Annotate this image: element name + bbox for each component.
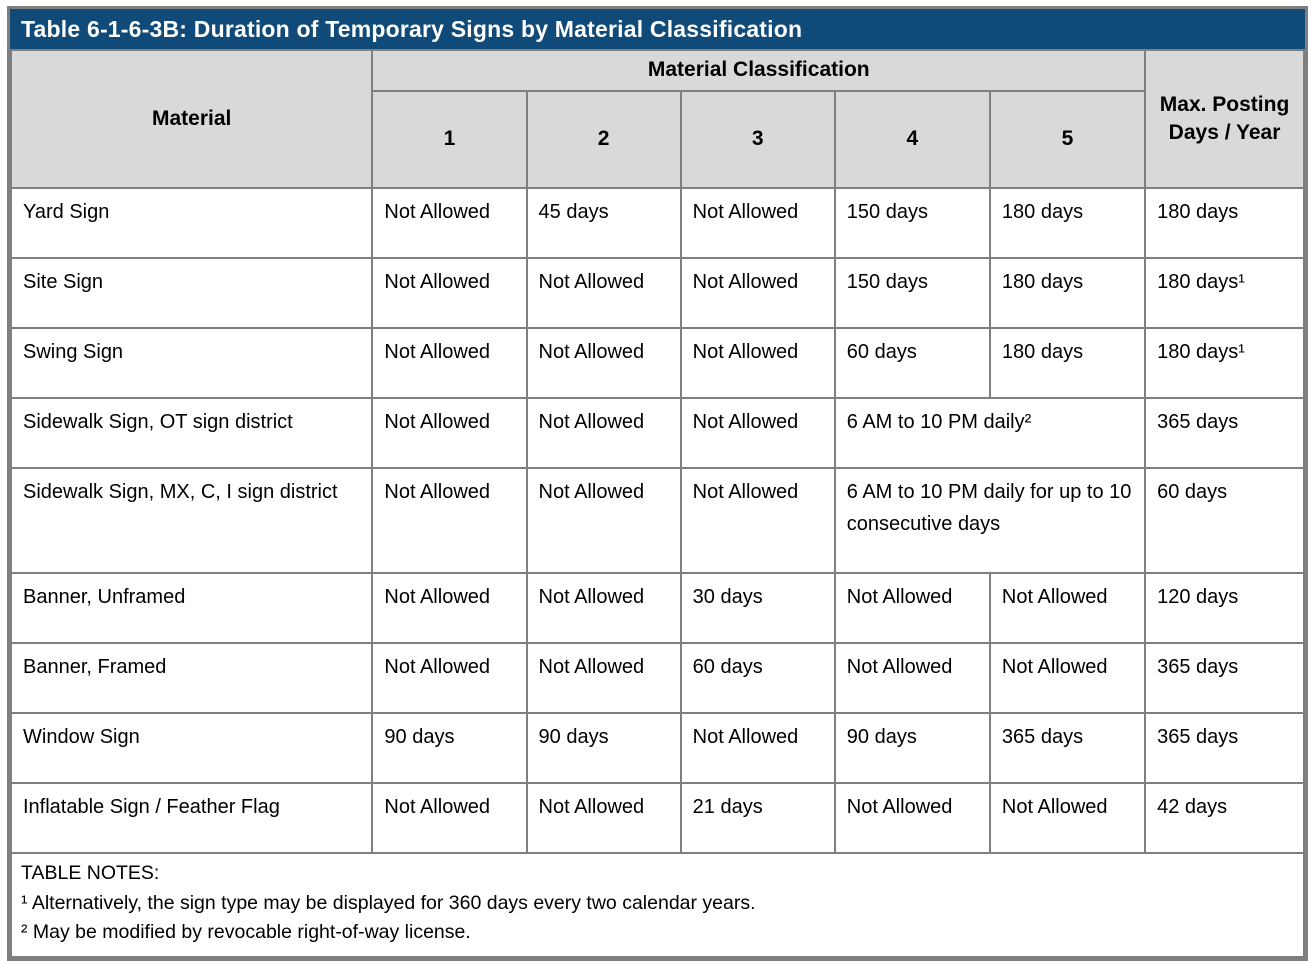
header-material-classification: Material Classification — [371, 49, 1147, 92]
table-notes-heading: TABLE NOTES: — [21, 862, 160, 884]
table-row-window-sign: Window Sign 90 days 90 days Not Allowed … — [9, 712, 1305, 784]
cell-class-2: Not Allowed — [525, 572, 682, 644]
cell-max-days: 365 days — [1144, 397, 1305, 469]
table-row-inflatable-sign: Inflatable Sign / Feather Flag Not Allow… — [9, 782, 1305, 854]
table-row-swing-sign: Swing Sign Not Allowed Not Allowed Not A… — [9, 327, 1305, 399]
table-row-banner-unframed: Banner, Unframed Not Allowed Not Allowed… — [9, 572, 1305, 644]
header-material: Material — [9, 49, 374, 189]
cell-class-1: Not Allowed — [371, 397, 528, 469]
cell-class-2: 45 days — [525, 187, 682, 259]
cell-class-4: 150 days — [833, 187, 991, 259]
cell-class-1: Not Allowed — [371, 782, 528, 854]
cell-class-3: 21 days — [679, 782, 836, 854]
cell-class-2: Not Allowed — [525, 257, 682, 329]
cell-class-2: Not Allowed — [525, 782, 682, 854]
cell-class-4: Not Allowed — [833, 782, 991, 854]
cell-class-5: Not Allowed — [988, 782, 1147, 854]
header-row-classes: 1 2 3 4 5 — [11, 90, 1304, 189]
cell-class-1: Not Allowed — [371, 327, 528, 399]
note-2: ² May be modified by revocable right-of-… — [21, 921, 471, 944]
cell-class-3: Not Allowed — [679, 257, 836, 329]
cell-class-3: Not Allowed — [679, 187, 836, 259]
header-class-3: 3 — [679, 90, 836, 189]
note-1: ¹ Alternatively, the sign type may be di… — [21, 891, 756, 914]
cell-class-5: Not Allowed — [988, 642, 1147, 714]
cell-class-4: 60 days — [833, 327, 991, 399]
cell-max-days: 365 days — [1144, 712, 1305, 784]
table-row-yard-sign: Yard Sign Not Allowed 45 days Not Allowe… — [9, 187, 1305, 259]
cell-max-days: 180 days¹ — [1144, 327, 1305, 399]
cell-max-days: 180 days — [1144, 187, 1305, 259]
cell-material: Banner, Framed — [9, 642, 374, 714]
table-notes-row: TABLE NOTES: ¹ Alternatively, the sign t… — [10, 852, 1305, 958]
cell-class-2: Not Allowed — [525, 467, 682, 574]
header-class-4: 4 — [833, 90, 991, 189]
cell-class-5: 180 days — [988, 327, 1147, 399]
duration-table: Material Material Classification Max. Po… — [9, 49, 1305, 958]
header-row-group: Material Material Classification Max. Po… — [9, 49, 1305, 189]
cell-class-3: 30 days — [679, 572, 836, 644]
cell-class-4: Not Allowed — [833, 642, 991, 714]
cell-class-2: 90 days — [525, 712, 682, 784]
table-row-sidewalk-sign-mx: Sidewalk Sign, MX, C, I sign district No… — [9, 467, 1305, 574]
table-notes: TABLE NOTES: ¹ Alternatively, the sign t… — [10, 852, 1305, 958]
cell-material: Inflatable Sign / Feather Flag — [9, 782, 374, 854]
cell-material: Yard Sign — [9, 187, 374, 259]
cell-material: Swing Sign — [9, 327, 374, 399]
cell-class-2: Not Allowed — [525, 397, 682, 469]
cell-max-days: 60 days — [1144, 467, 1305, 574]
cell-class-5: 180 days — [988, 187, 1147, 259]
table-title: Table 6-1-6-3B: Duration of Temporary Si… — [10, 9, 1305, 49]
cell-class-5: Not Allowed — [988, 572, 1147, 644]
cell-class-1: Not Allowed — [371, 257, 528, 329]
cell-class-4-5-merged: 6 AM to 10 PM daily² — [833, 397, 1147, 469]
cell-material: Window Sign — [9, 712, 374, 784]
cell-class-3: Not Allowed — [679, 397, 836, 469]
cell-class-1: Not Allowed — [371, 467, 528, 574]
cell-class-5: 180 days — [988, 257, 1147, 329]
cell-class-1: Not Allowed — [371, 642, 528, 714]
cell-class-2: Not Allowed — [525, 642, 682, 714]
cell-material: Sidewalk Sign, MX, C, I sign district — [9, 467, 374, 574]
cell-max-days: 42 days — [1144, 782, 1305, 854]
cell-class-4: 150 days — [833, 257, 991, 329]
cell-class-3: Not Allowed — [679, 712, 836, 784]
table-row-site-sign: Site Sign Not Allowed Not Allowed Not Al… — [9, 257, 1305, 329]
cell-class-4: 90 days — [833, 712, 991, 784]
table-row-banner-framed: Banner, Framed Not Allowed Not Allowed 6… — [9, 642, 1305, 714]
cell-max-days: 365 days — [1144, 642, 1305, 714]
cell-class-2: Not Allowed — [525, 327, 682, 399]
header-class-1: 1 — [371, 90, 528, 189]
cell-max-days: 120 days — [1144, 572, 1305, 644]
cell-max-days: 180 days¹ — [1144, 257, 1305, 329]
cell-material: Site Sign — [9, 257, 374, 329]
header-class-2: 2 — [525, 90, 682, 189]
cell-class-1: 90 days — [371, 712, 528, 784]
header-max-posting-days: Max. Posting Days / Year — [1144, 49, 1305, 189]
table-row-sidewalk-sign-ot: Sidewalk Sign, OT sign district Not Allo… — [9, 397, 1305, 469]
cell-class-5: 365 days — [988, 712, 1147, 784]
header-class-5: 5 — [988, 90, 1147, 189]
cell-class-3: Not Allowed — [679, 467, 836, 574]
cell-class-3: 60 days — [679, 642, 836, 714]
cell-class-4-5-merged: 6 AM to 10 PM daily for up to 10 consecu… — [833, 467, 1147, 574]
cell-class-1: Not Allowed — [371, 572, 528, 644]
cell-material: Banner, Unframed — [9, 572, 374, 644]
cell-material: Sidewalk Sign, OT sign district — [9, 397, 374, 469]
cell-class-4: Not Allowed — [833, 572, 991, 644]
sign-duration-table-container: Table 6-1-6-3B: Duration of Temporary Si… — [7, 6, 1308, 961]
cell-class-1: Not Allowed — [371, 187, 528, 259]
cell-class-3: Not Allowed — [679, 327, 836, 399]
